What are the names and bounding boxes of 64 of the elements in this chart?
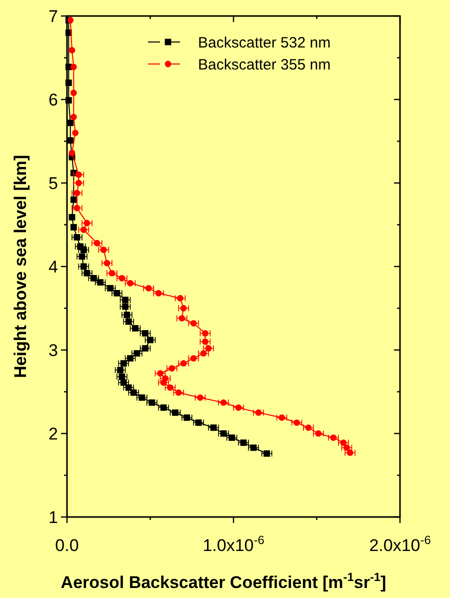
point: [344, 444, 350, 451]
legend-label: Backscatter 532 nm: [198, 34, 331, 52]
point: [94, 240, 100, 246]
point: [74, 190, 80, 196]
y-tick-label: 6: [48, 90, 58, 110]
point: [77, 243, 84, 250]
y-tick-label: 7: [48, 6, 58, 26]
point: [74, 204, 80, 212]
point: [127, 280, 134, 286]
point: [80, 263, 87, 270]
x-tick-label: 2.0x10$^{-6}$: [369, 533, 432, 555]
point: [122, 303, 128, 310]
point: [162, 375, 168, 382]
point: [72, 130, 79, 136]
x-tick-label: 0.0: [55, 536, 79, 555]
point: [157, 370, 164, 377]
y-tick-label: 5: [48, 174, 58, 193]
point: [264, 450, 270, 457]
point: [80, 226, 87, 233]
point: [172, 409, 178, 416]
point: [122, 296, 128, 304]
point: [70, 224, 77, 230]
point: [294, 419, 300, 426]
point: [70, 64, 77, 70]
point: [104, 260, 110, 266]
point: [180, 305, 187, 312]
point: [90, 274, 97, 282]
x-axis-title: Aerosol Backscatter Coefficient [m$^{-1}$sr$^{-1}$]: [60, 570, 386, 592]
point: [100, 246, 107, 253]
point: [167, 384, 174, 391]
point: [70, 196, 77, 203]
point: [132, 325, 138, 332]
point: [68, 214, 76, 220]
point: [107, 285, 114, 292]
point: [346, 450, 354, 456]
point: [197, 394, 204, 401]
y-axis-title: Height above sea level [km]: [11, 155, 30, 378]
point: [97, 279, 104, 286]
point: [125, 384, 132, 391]
point: [68, 47, 76, 54]
y-tick-label: 4: [48, 257, 58, 276]
point: [205, 345, 212, 352]
point: [84, 220, 90, 226]
point: [177, 295, 184, 302]
point: [142, 330, 148, 336]
point: [142, 345, 148, 352]
point: [278, 414, 285, 421]
point: [120, 360, 127, 367]
point: [235, 404, 242, 411]
point: [127, 355, 134, 362]
point: [68, 150, 76, 156]
point: [117, 366, 124, 374]
x-tick-label: 1.0x10$^{-6}$: [202, 533, 265, 555]
point: [70, 90, 77, 96]
point: [84, 270, 90, 276]
point: [147, 336, 154, 344]
point: [255, 409, 262, 416]
point: [220, 399, 227, 406]
y-tick-label: 2: [48, 424, 58, 444]
point: [74, 234, 80, 240]
y-tick-label: 1: [48, 508, 58, 527]
legend-label: Backscatter 355 nm: [198, 56, 331, 74]
point: [70, 114, 77, 120]
y-tick-label: 3: [48, 340, 58, 360]
